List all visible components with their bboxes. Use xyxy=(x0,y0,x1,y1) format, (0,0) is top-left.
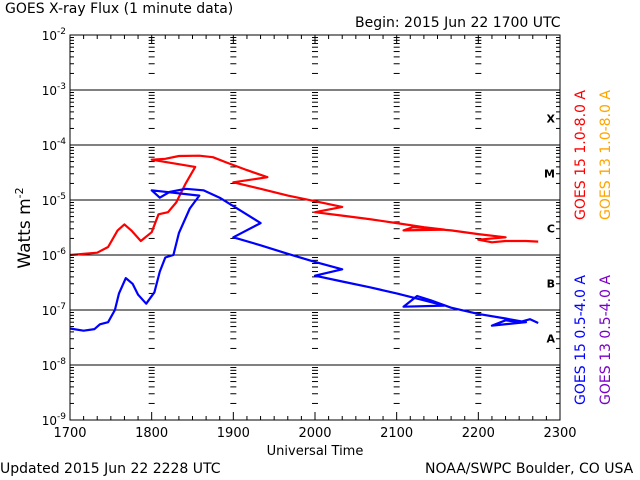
y-tick-label-base: 10 xyxy=(42,194,57,208)
credit-label: NOAA/SWPC Boulder, CO USA xyxy=(425,461,634,477)
y-tick-label-base: 10 xyxy=(42,29,57,43)
y-tick-label: 10-4 xyxy=(42,137,67,153)
begin-time-label: Begin: 2015 Jun 22 1700 UTC xyxy=(355,15,561,31)
legend-label: GOES 13 0.5-4.0 A xyxy=(598,275,614,405)
x-tick-label: 2000 xyxy=(298,426,331,441)
y-tick-label: 10-5 xyxy=(42,192,66,208)
x-axis: 1700 1800 1900 2000 2100 2200 2300 xyxy=(53,35,577,441)
y-tick-label-exponent: -8 xyxy=(57,357,66,367)
y-tick-label-base: 10 xyxy=(42,139,57,153)
flare-class-label: B xyxy=(547,278,555,291)
y-axis-label-base: Watts m xyxy=(15,198,35,268)
y-tick-label-exponent: -4 xyxy=(57,137,66,147)
y-axis: 10-910-810-710-610-510-410-310-2 xyxy=(42,27,560,428)
x-tick-label: 1800 xyxy=(135,426,168,441)
y-tick-label-exponent: -6 xyxy=(57,247,66,257)
x-axis-label: Universal Time xyxy=(267,444,364,459)
y-tick-label-exponent: -3 xyxy=(57,82,66,92)
x-tick-label: 2200 xyxy=(462,426,495,441)
flare-class-label: X xyxy=(547,113,556,126)
grid-layer xyxy=(70,37,560,404)
y-tick-label: 10-8 xyxy=(42,357,67,373)
y-axis-label-exponent: -2 xyxy=(13,187,26,198)
y-tick-label-base: 10 xyxy=(42,249,57,263)
legend-label: GOES 15 0.5-4.0 A xyxy=(573,275,589,405)
series-line xyxy=(69,154,539,257)
x-tick-label: 1700 xyxy=(53,426,86,441)
x-tick-label: 2300 xyxy=(543,426,576,441)
y-tick-label-exponent: -7 xyxy=(57,302,66,312)
y-tick-label-exponent: -9 xyxy=(57,412,66,422)
series-line xyxy=(69,187,539,332)
flare-class-label: A xyxy=(546,333,555,346)
y-tick-label-base: 10 xyxy=(42,304,57,318)
y-tick-label-base: 10 xyxy=(42,84,57,98)
y-axis-label: Watts m-2 xyxy=(13,187,35,268)
y-tick-label-base: 10 xyxy=(42,414,57,428)
y-tick-label-base: 10 xyxy=(42,359,57,373)
y-tick-label: 10-6 xyxy=(42,247,67,263)
legend: GOES 15 1.0-8.0 A GOES 13 1.0-8.0 A GOES 1… xyxy=(573,90,614,405)
legend-label: GOES 13 1.0-8.0 A xyxy=(598,90,614,220)
updated-time-label: Updated 2015 Jun 22 2228 UTC xyxy=(0,461,221,477)
x-tick-label: 1900 xyxy=(217,426,250,441)
y-tick-label: 10-7 xyxy=(42,302,66,318)
legend-label: GOES 15 1.0-8.0 A xyxy=(573,90,589,220)
y-tick-label: 10-3 xyxy=(42,82,66,98)
x-tick-label: 2100 xyxy=(380,426,413,441)
chart-title: GOES X-ray Flux (1 minute data) xyxy=(5,1,234,17)
y-tick-label-exponent: -5 xyxy=(57,192,66,202)
series-layer xyxy=(69,154,539,332)
flare-class-label: C xyxy=(547,223,555,236)
y-tick-label: 10-9 xyxy=(42,412,67,428)
y-tick-label: 10-2 xyxy=(42,27,66,43)
flare-class-label: M xyxy=(544,168,555,181)
y-tick-label-exponent: -2 xyxy=(57,27,66,37)
flare-class-labels: A B C M X xyxy=(544,113,555,346)
